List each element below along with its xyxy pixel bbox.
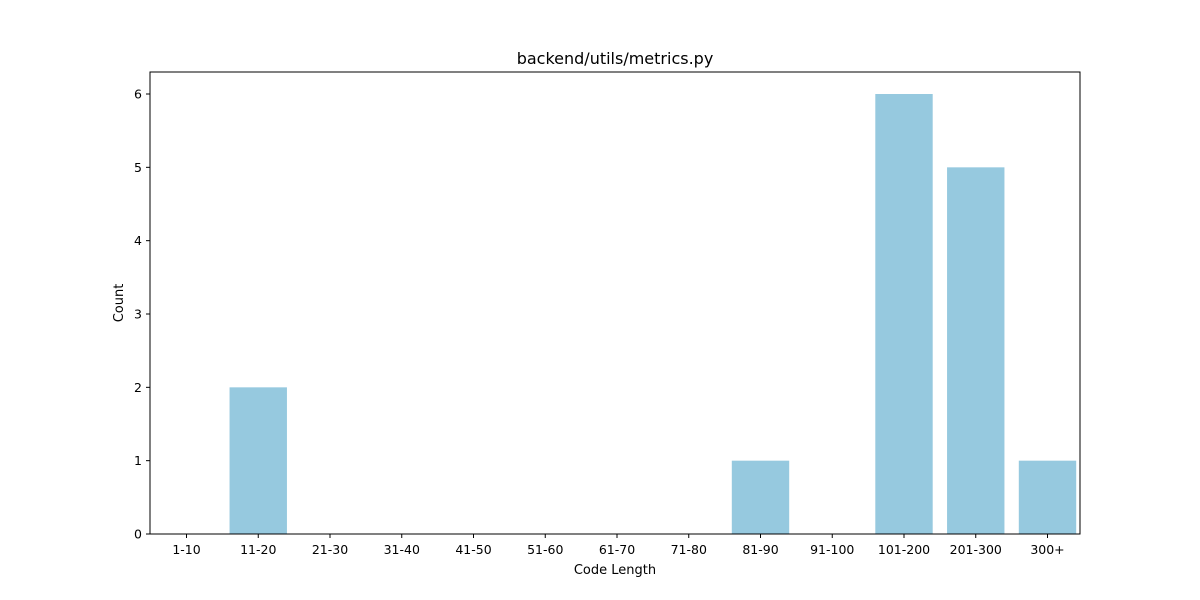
x-axis-label: Code Length [574,563,656,578]
bars-group [229,94,1077,535]
bar-201-300 [947,167,1005,535]
x-tick-label: 101-200 [878,542,930,557]
y-axis-label: Count [112,284,127,323]
y-tick-label: 0 [134,527,142,542]
y-tick-label: 5 [134,160,142,175]
chart-title: backend/utils/metrics.py [517,49,714,68]
x-tick-label: 11-20 [240,542,276,557]
x-tick-label: 31-40 [384,542,420,557]
y-axis: 0 1 2 3 4 5 6 [134,87,150,542]
x-tick-label: 71-80 [671,542,707,557]
x-tick-label: 91-100 [810,542,854,557]
bar-81-90 [731,460,790,534]
x-tick-label: 61-70 [599,542,635,557]
x-tick-label: 201-300 [950,542,1002,557]
bar-11-20 [229,387,287,534]
y-tick-label: 4 [134,233,142,248]
x-tick-label: 21-30 [312,542,348,557]
plot-frame [149,71,1081,535]
y-tick-label: 6 [134,87,142,102]
x-axis: 1-10 11-20 21-30 31-40 41-50 51-60 61-70 71-80 8… [172,534,1065,557]
x-tick-label: 51-60 [527,542,563,557]
y-tick-label: 2 [134,380,142,395]
bar-101-200 [875,94,933,534]
x-tick-label: 300+ [1030,542,1064,557]
x-tick-label: 1-10 [172,542,200,557]
bar-300+ [1018,460,1077,534]
x-tick-label: 41-50 [455,542,491,557]
y-tick-label: 1 [134,453,142,468]
y-tick-label: 3 [134,307,142,322]
x-tick-label: 81-90 [742,542,778,557]
